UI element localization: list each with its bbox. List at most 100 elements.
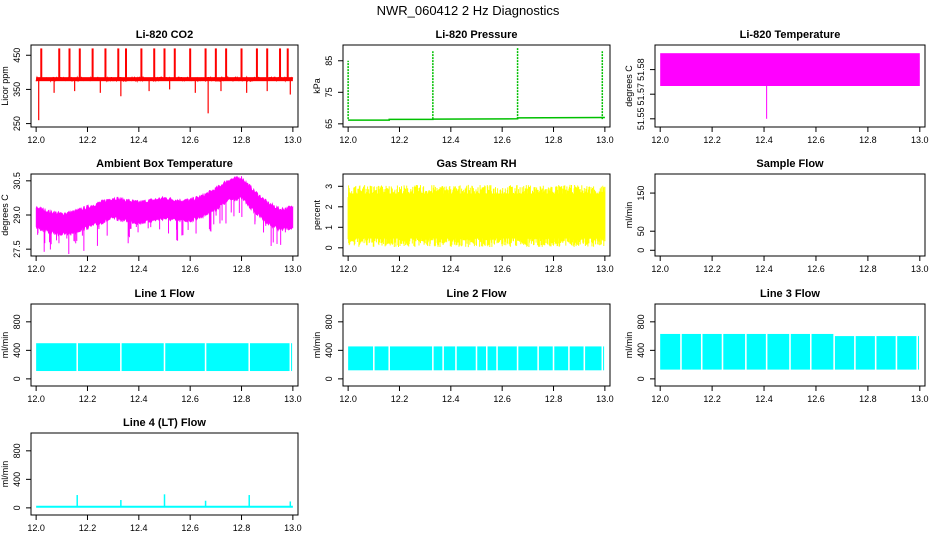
data-block bbox=[433, 346, 443, 371]
x-tick-label: 12.0 bbox=[27, 394, 45, 404]
x-tick-label: 12.4 bbox=[130, 523, 148, 533]
x-tick-label: 12.0 bbox=[339, 135, 357, 145]
y-tick-label: 350 bbox=[12, 82, 22, 97]
y-axis-label: Licor ppm bbox=[0, 66, 10, 106]
y-axis-label: degrees C bbox=[624, 65, 634, 107]
x-tick-label: 12.8 bbox=[859, 135, 877, 145]
y-axis-label: ml/min bbox=[0, 332, 10, 359]
x-tick-label: 12.8 bbox=[233, 264, 251, 274]
y-tick-label: 50 bbox=[636, 226, 646, 236]
data-block bbox=[569, 346, 584, 371]
x-tick-label: 12.4 bbox=[442, 394, 460, 404]
data-block bbox=[348, 346, 374, 371]
x-tick-label: 12.8 bbox=[233, 135, 251, 145]
y-tick-label: 800 bbox=[324, 314, 334, 329]
x-tick-label: 12.2 bbox=[703, 394, 721, 404]
data-block bbox=[917, 336, 920, 370]
x-tick-label: 12.4 bbox=[130, 135, 148, 145]
plot-frame bbox=[30, 44, 299, 128]
y-tick-label: 29.0 bbox=[12, 206, 22, 224]
y-axis-label: ml/min bbox=[624, 202, 634, 229]
y-tick-label: 0 bbox=[324, 245, 334, 250]
data-block bbox=[834, 336, 855, 370]
x-tick-label: 13.0 bbox=[284, 264, 302, 274]
data-band bbox=[660, 53, 920, 86]
chart-title: Li-820 Pressure bbox=[436, 29, 518, 41]
y-axis-label: degrees C bbox=[0, 194, 10, 236]
data-block bbox=[746, 333, 766, 370]
y-tick-label: 51.55 bbox=[636, 108, 646, 131]
data-marks bbox=[347, 48, 605, 121]
y-tick-label: 2 bbox=[324, 204, 334, 209]
plot-frame bbox=[654, 173, 926, 257]
y-tick-label: 150 bbox=[636, 186, 646, 201]
y-tick-label: 400 bbox=[12, 472, 22, 487]
chart-title: Line 4 (LT) Flow bbox=[123, 417, 206, 429]
plot-frame bbox=[342, 44, 611, 128]
chart-panel: Gas Stream RH percent 12.0 12.2 12.4 12.6 12.8… bbox=[312, 158, 614, 274]
chart-panel: Li-820 CO2 Licor ppm 12.0 12.2 12.4 12.6 12.8 1… bbox=[0, 29, 302, 145]
x-tick-label: 12.6 bbox=[181, 523, 199, 533]
data-block bbox=[36, 343, 77, 372]
data-block bbox=[206, 343, 249, 372]
x-tick-label: 12.0 bbox=[651, 394, 669, 404]
data-block bbox=[456, 346, 476, 371]
data-block bbox=[121, 343, 164, 372]
y-tick-label: 800 bbox=[12, 314, 22, 329]
x-tick-label: 12.2 bbox=[703, 264, 721, 274]
x-tick-label: 12.8 bbox=[859, 264, 877, 274]
data-block bbox=[660, 333, 681, 370]
chart-title: Li-820 CO2 bbox=[136, 29, 193, 41]
data-block bbox=[477, 346, 486, 371]
y-tick-label: 0 bbox=[12, 376, 22, 381]
y-tick-label: 75 bbox=[324, 87, 334, 97]
plot-frame bbox=[654, 303, 926, 387]
x-tick-label: 12.6 bbox=[807, 394, 825, 404]
y-tick-label: 400 bbox=[12, 343, 22, 358]
y-tick-label: 800 bbox=[12, 443, 22, 458]
y-tick-label: 51.58 bbox=[636, 58, 646, 81]
x-tick-label: 12.0 bbox=[651, 135, 669, 145]
chart-title: Line 1 Flow bbox=[135, 288, 195, 300]
x-tick-label: 12.6 bbox=[493, 135, 511, 145]
data-marks bbox=[347, 184, 606, 248]
x-tick-label: 13.0 bbox=[596, 264, 614, 274]
y-tick-label: 51.57 bbox=[636, 83, 646, 106]
data-marks bbox=[36, 343, 293, 372]
x-tick-label: 12.6 bbox=[181, 135, 199, 145]
data-block bbox=[249, 343, 290, 372]
x-tick-label: 12.2 bbox=[79, 264, 97, 274]
y-axis-label: percent bbox=[312, 199, 322, 230]
data-block bbox=[897, 336, 917, 370]
data-block bbox=[165, 343, 205, 372]
data-block bbox=[767, 333, 790, 370]
y-tick-label: 85 bbox=[324, 56, 334, 66]
y-axis-label: ml/min bbox=[312, 332, 322, 359]
data-block bbox=[702, 333, 722, 370]
x-tick-label: 12.6 bbox=[807, 135, 825, 145]
y-axis-label: ml/min bbox=[0, 461, 10, 488]
chart-panel: Line 2 Flow ml/min 12.0 12.2 12.4 12.6 12.8 13.… bbox=[312, 288, 614, 404]
data-band bbox=[35, 175, 294, 237]
x-tick-label: 12.0 bbox=[339, 264, 357, 274]
x-tick-label: 13.0 bbox=[911, 394, 929, 404]
x-tick-label: 12.4 bbox=[755, 264, 773, 274]
x-tick-label: 12.2 bbox=[391, 264, 409, 274]
x-tick-label: 12.6 bbox=[493, 394, 511, 404]
x-tick-label: 12.0 bbox=[27, 264, 45, 274]
chart-title: Li-820 Temperature bbox=[740, 29, 841, 41]
data-block bbox=[389, 346, 433, 371]
x-tick-label: 12.2 bbox=[703, 135, 721, 145]
x-tick-label: 13.0 bbox=[284, 394, 302, 404]
x-tick-label: 12.4 bbox=[755, 135, 773, 145]
data-block bbox=[876, 336, 896, 370]
y-tick-label: 0 bbox=[12, 505, 22, 510]
chart-title: Gas Stream RH bbox=[436, 158, 516, 170]
x-tick-label: 12.0 bbox=[27, 135, 45, 145]
y-tick-label: 3 bbox=[324, 184, 334, 189]
x-tick-label: 12.2 bbox=[79, 394, 97, 404]
data-block bbox=[443, 346, 456, 371]
data-noise bbox=[347, 184, 606, 248]
x-tick-label: 13.0 bbox=[596, 135, 614, 145]
x-tick-label: 12.0 bbox=[27, 523, 45, 533]
